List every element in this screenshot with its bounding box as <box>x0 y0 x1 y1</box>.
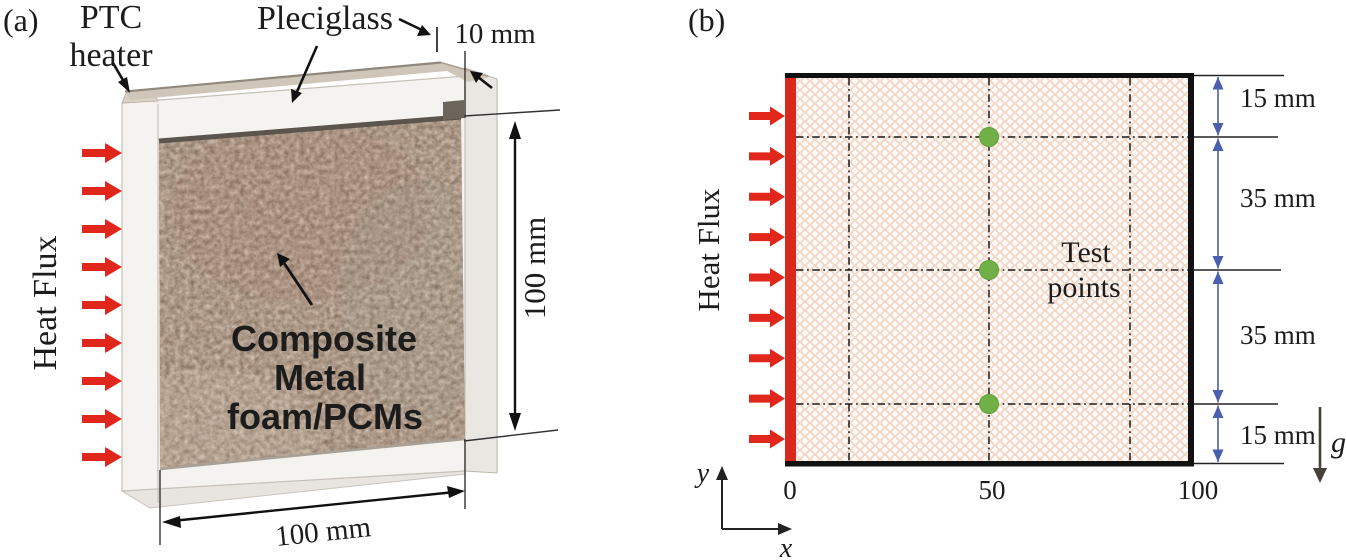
svg-text:x: x <box>779 533 793 560</box>
svg-text:35 mm: 35 mm <box>1240 320 1316 350</box>
svg-text:(a): (a) <box>3 2 39 38</box>
svg-text:15 mm: 15 mm <box>1240 420 1316 450</box>
svg-text:100: 100 <box>1178 475 1219 505</box>
svg-text:(b): (b) <box>688 2 725 38</box>
svg-text:points: points <box>1047 271 1120 304</box>
svg-text:0: 0 <box>783 475 797 505</box>
svg-text:15 mm: 15 mm <box>1240 83 1316 113</box>
svg-text:10 mm: 10 mm <box>454 18 536 50</box>
svg-text:100 mm: 100 mm <box>517 217 552 319</box>
svg-text:35 mm: 35 mm <box>1240 183 1316 213</box>
svg-text:y: y <box>694 458 710 489</box>
svg-text:foam/PCMs: foam/PCMs <box>227 396 423 437</box>
svg-text:Metal: Metal <box>274 357 366 398</box>
svg-text:50: 50 <box>979 475 1006 505</box>
svg-text:heater: heater <box>69 37 153 74</box>
svg-text:Test: Test <box>1061 236 1111 269</box>
svg-text:Heat Flux: Heat Flux <box>691 188 726 312</box>
svg-text:Heat Flux: Heat Flux <box>27 235 64 370</box>
svg-text:PTC: PTC <box>80 0 142 36</box>
svg-text:Pleciglass: Pleciglass <box>257 0 393 37</box>
svg-text:Composite: Composite <box>231 318 417 359</box>
svg-text:g: g <box>1331 426 1346 459</box>
